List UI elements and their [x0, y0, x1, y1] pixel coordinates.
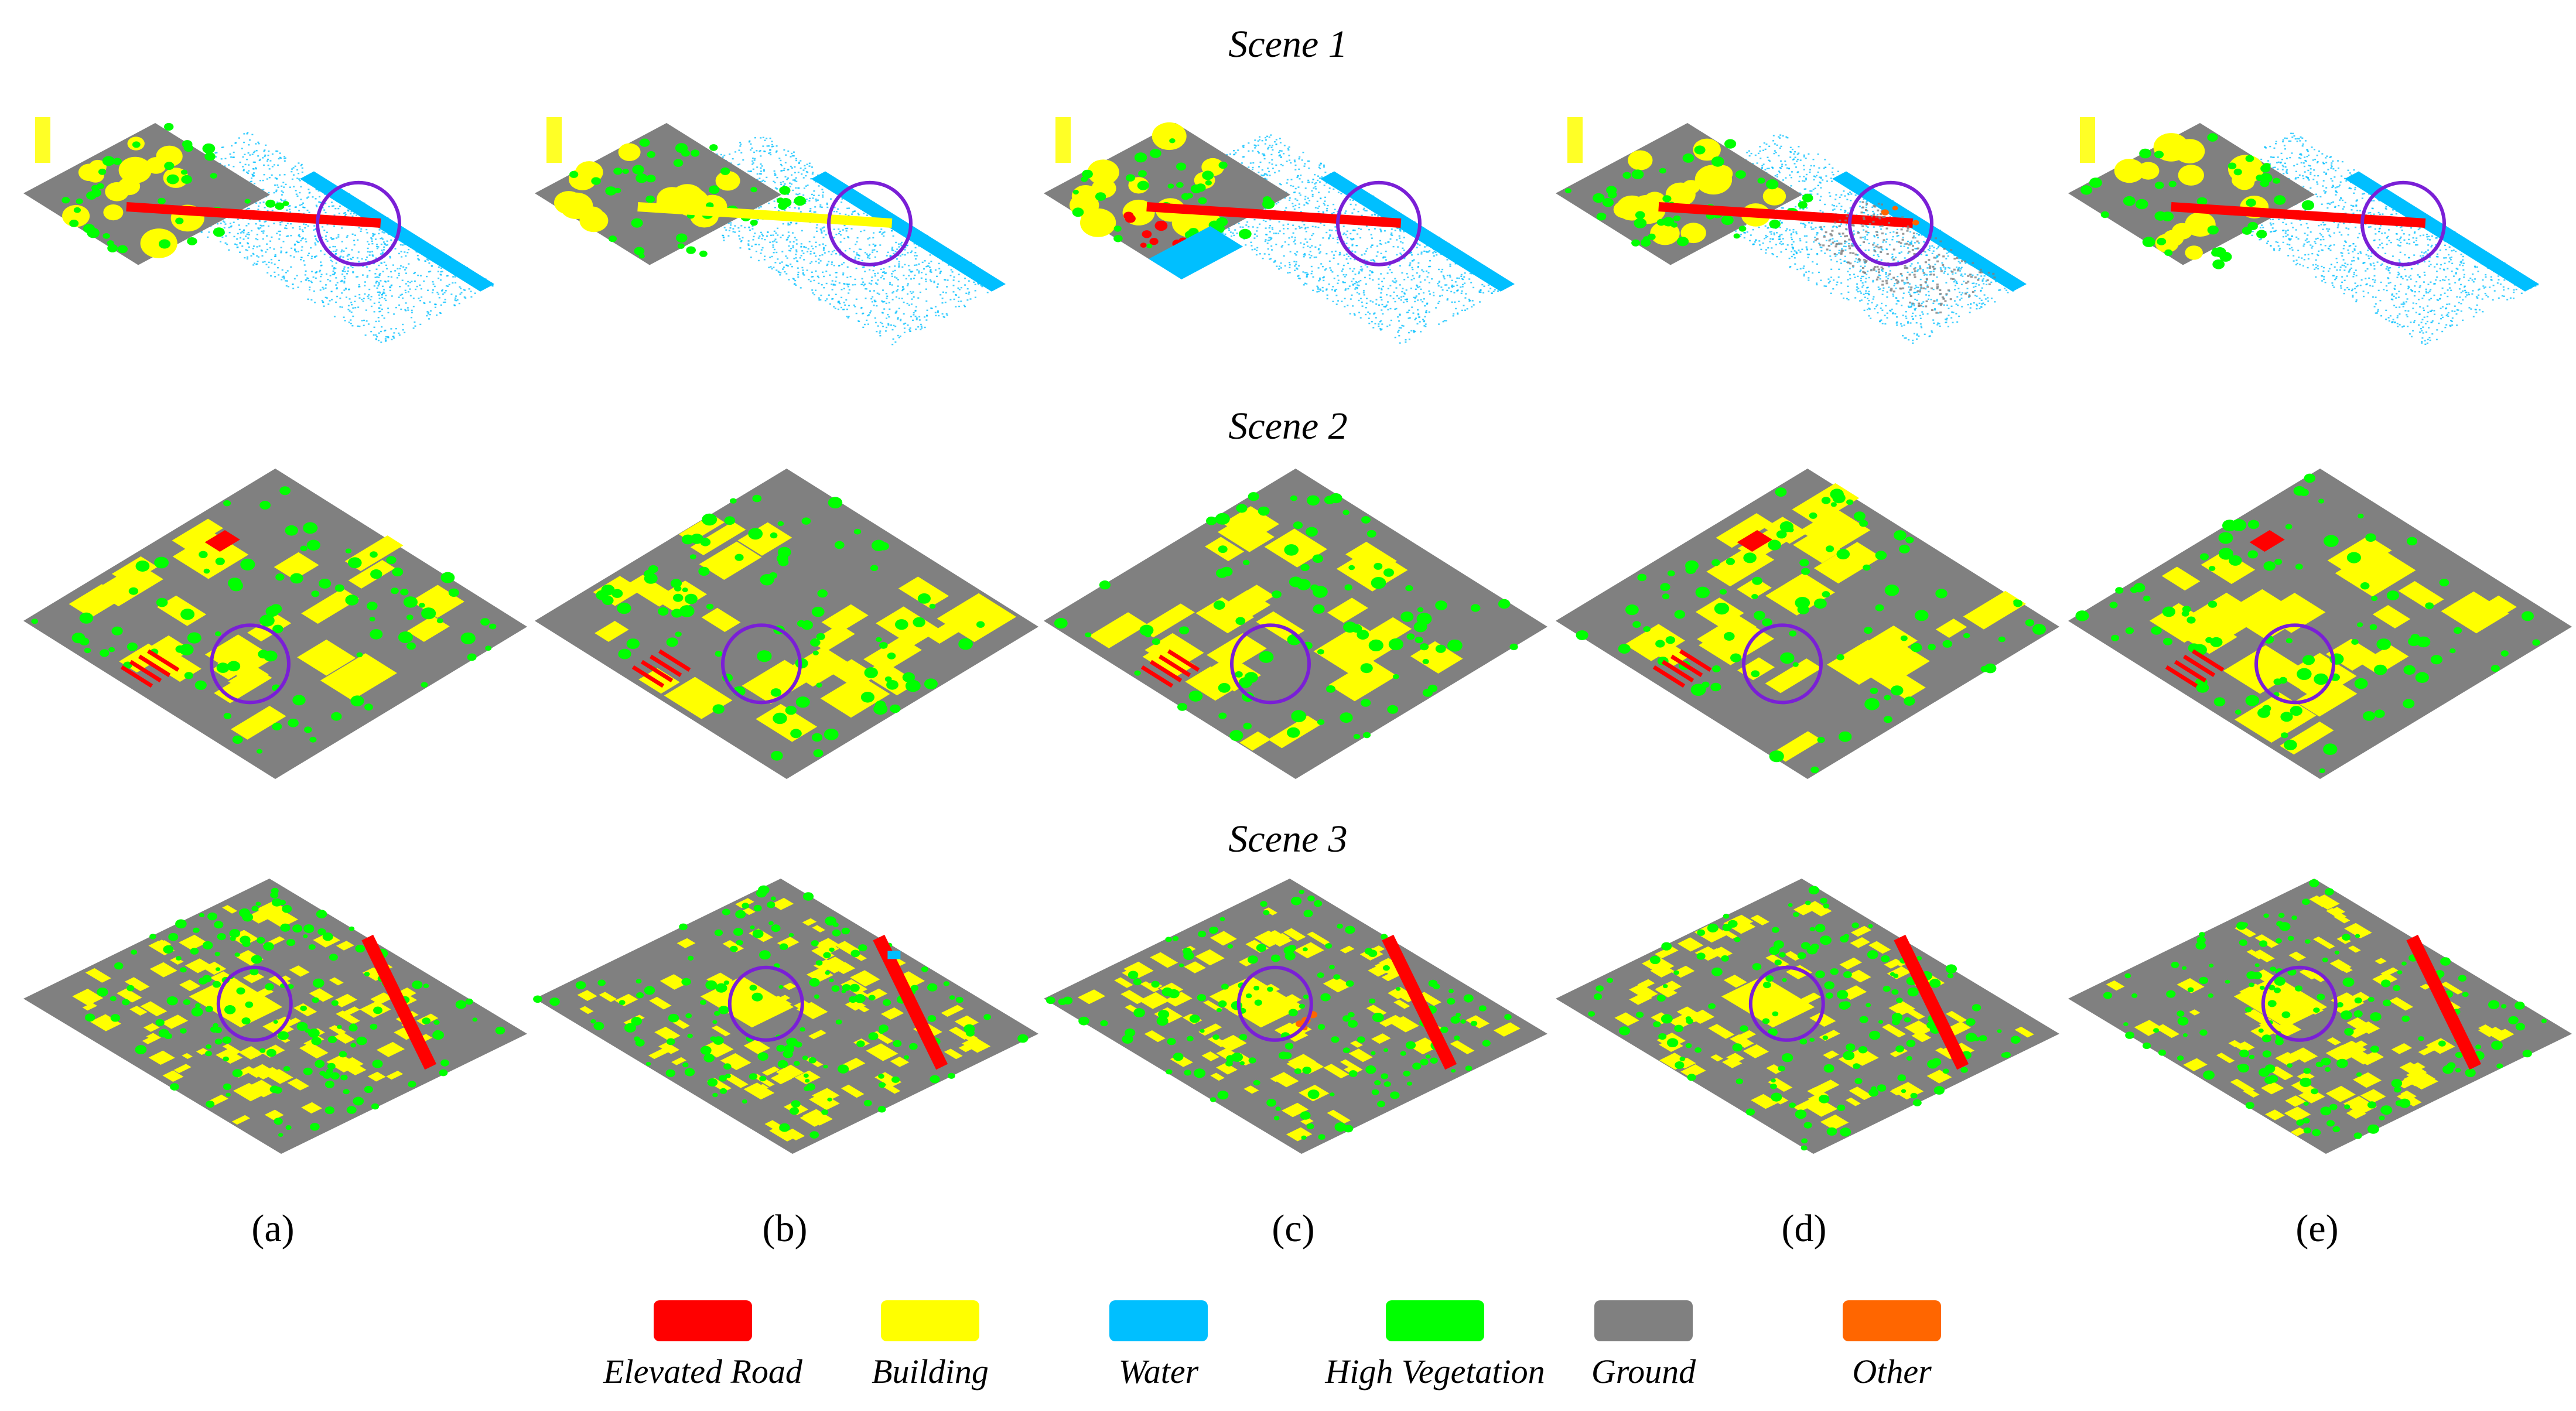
- highlight-circle: [727, 965, 804, 1042]
- legend-label-water: Water: [1118, 1352, 1199, 1390]
- highlight-circle: [1748, 965, 1825, 1042]
- highlight-circle: [1230, 623, 1311, 705]
- column-label-a: (a): [251, 1207, 295, 1250]
- legend-swatch-ground: [1594, 1300, 1693, 1341]
- highlight-circle: [2261, 965, 2338, 1042]
- column-label-c: (c): [1272, 1207, 1315, 1250]
- scene-2-title: Scene 2: [1228, 405, 1348, 447]
- legend-label-ground: Ground: [1591, 1352, 1696, 1390]
- scene-3-panel-a: [23, 879, 527, 1154]
- legend-swatch-building: [881, 1300, 979, 1341]
- legend-label-other: Other: [1852, 1352, 1932, 1390]
- legend-swatch-other: [1843, 1300, 1941, 1341]
- scene-1-panel-c: [1044, 117, 1515, 344]
- highlight-circle: [2254, 623, 2335, 705]
- legend-item-elevated-road: Elevated Road: [580, 1300, 826, 1400]
- highlight-circle: [827, 180, 913, 267]
- legend-swatch-high-vegetation: [1386, 1300, 1484, 1341]
- scene-3-panel-e: [2068, 879, 2572, 1154]
- legend-swatch-water: [1109, 1300, 1208, 1341]
- scene-2-panel-b: [535, 469, 1038, 779]
- legend-item-high-vegetation: High Vegetation: [1312, 1300, 1558, 1400]
- highlight-circle: [216, 965, 293, 1042]
- legend-item-building: Building: [807, 1300, 1053, 1400]
- scene-1-panel-d: [1556, 117, 2027, 344]
- scene-1-panel-e: [2068, 117, 2539, 345]
- legend-label-high-vegetation: High Vegetation: [1325, 1352, 1545, 1390]
- column-label-e: (e): [2295, 1207, 2339, 1250]
- highlight-circle: [1848, 180, 1933, 267]
- legend-label-building: Building: [872, 1352, 989, 1390]
- legend-label-elevated-road: Elevated Road: [603, 1352, 802, 1390]
- scene-2-panel-c: [1044, 469, 1547, 779]
- highlight-circle: [1236, 965, 1313, 1042]
- highlight-circle: [1336, 180, 1422, 267]
- highlight-circle: [1742, 623, 1823, 705]
- scene-3-panel-c: [1044, 879, 1547, 1154]
- legend-item-other: Other: [1769, 1300, 2015, 1400]
- scene-1-panel-b: [535, 117, 1006, 346]
- scene-1-title: Scene 1: [1228, 23, 1348, 66]
- scene-2-panel-a: [23, 469, 527, 779]
- legend-item-ground: Ground: [1521, 1300, 1767, 1400]
- scene-2-panel-d: [1556, 469, 2059, 779]
- scene-2-panel-e: [2068, 469, 2572, 779]
- legend-item-water: Water: [1036, 1300, 1282, 1400]
- column-label-d: (d): [1781, 1207, 1827, 1250]
- legend-swatch-elevated-road: [654, 1300, 752, 1341]
- highlight-circle: [2360, 180, 2446, 267]
- column-label-b: (b): [762, 1207, 808, 1250]
- highlight-circle: [316, 180, 401, 267]
- scene-3-panel-b: [533, 879, 1038, 1154]
- scene-3-title: Scene 3: [1228, 818, 1348, 860]
- highlight-circle: [210, 623, 291, 705]
- scene-1-panel-a: [23, 117, 494, 343]
- highlight-circle: [721, 623, 802, 705]
- scene-3-panel-d: [1556, 879, 2059, 1154]
